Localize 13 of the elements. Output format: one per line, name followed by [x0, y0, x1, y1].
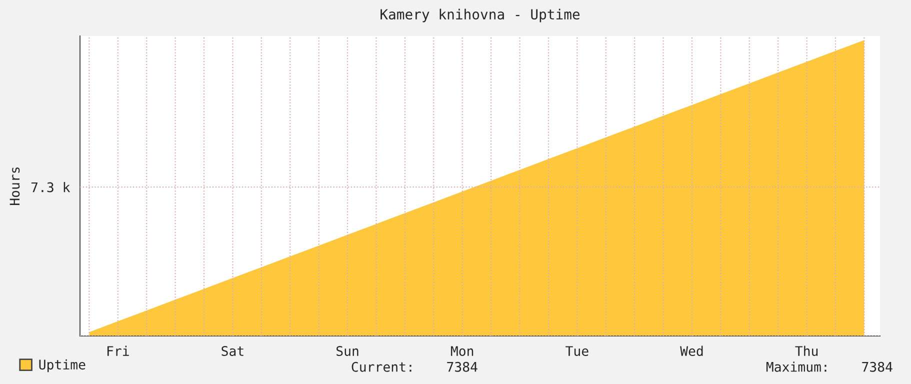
y-tick-label: 7.3 k [31, 182, 70, 192]
x-tick-label: Mon [450, 346, 474, 356]
x-tick-label: Sat [222, 346, 244, 356]
chart-title: Kamery knihovna - Uptime [380, 8, 580, 22]
x-tick-label: Tue [566, 346, 588, 356]
x-tick-label: Thu [795, 346, 818, 356]
legend-label: Uptime [39, 359, 86, 372]
x-tick-label: Wed [680, 346, 703, 356]
x-tick-label: Sun [336, 346, 358, 356]
y-axis-title: Hours [10, 167, 20, 205]
x-tick-label: Fri [107, 346, 129, 356]
text: Current: 7384 [352, 362, 478, 372]
text: Maximum: 7384 [766, 362, 892, 372]
